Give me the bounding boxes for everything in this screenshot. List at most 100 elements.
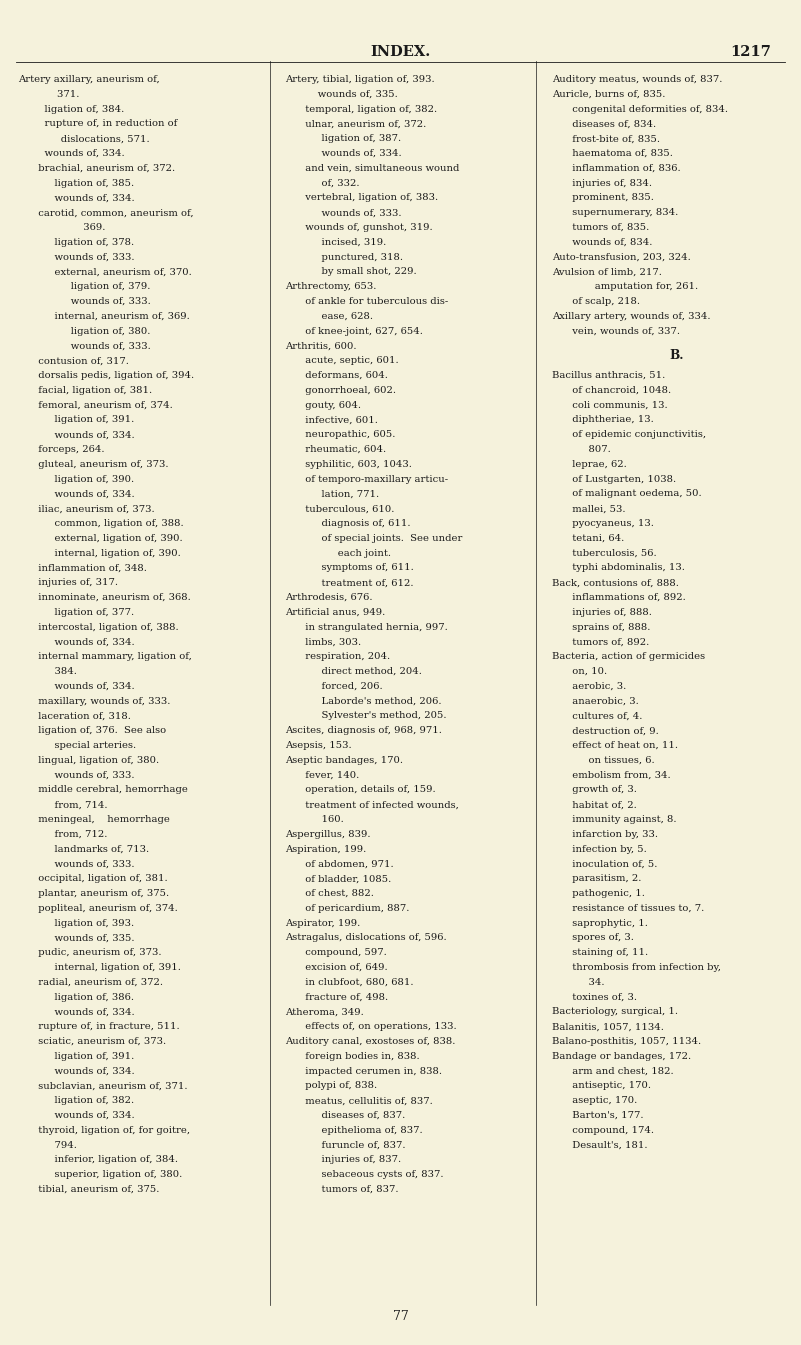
Text: aseptic, 170.: aseptic, 170. xyxy=(566,1096,638,1106)
Text: tumors of, 835.: tumors of, 835. xyxy=(566,223,650,231)
Text: from, 712.: from, 712. xyxy=(42,830,107,839)
Text: on tissues, 6.: on tissues, 6. xyxy=(576,756,654,765)
Text: Bacteriology, surgical, 1.: Bacteriology, surgical, 1. xyxy=(552,1007,678,1017)
Text: forceps, 264.: forceps, 264. xyxy=(32,445,104,455)
Text: subclavian, aneurism of, 371.: subclavian, aneurism of, 371. xyxy=(32,1081,187,1091)
Text: deformans, 604.: deformans, 604. xyxy=(299,371,388,381)
Text: frost-bite of, 835.: frost-bite of, 835. xyxy=(566,134,660,143)
Text: wounds of, 834.: wounds of, 834. xyxy=(566,238,652,246)
Text: maxillary, wounds of, 333.: maxillary, wounds of, 333. xyxy=(32,697,171,706)
Text: Auto-transfusion, 203, 324.: Auto-transfusion, 203, 324. xyxy=(552,253,690,261)
Text: habitat of, 2.: habitat of, 2. xyxy=(566,800,637,810)
Text: coli communis, 13.: coli communis, 13. xyxy=(566,401,667,410)
Text: by small shot, 229.: by small shot, 229. xyxy=(309,268,417,277)
Text: neuropathic, 605.: neuropathic, 605. xyxy=(299,430,396,440)
Text: diseases of, 834.: diseases of, 834. xyxy=(566,120,656,128)
Text: treatment of, 612.: treatment of, 612. xyxy=(309,578,413,588)
Text: inflammation of, 348.: inflammation of, 348. xyxy=(32,564,147,573)
Text: pathogenic, 1.: pathogenic, 1. xyxy=(566,889,645,898)
Text: ligation of, 391.: ligation of, 391. xyxy=(42,416,135,425)
Text: thyroid, ligation of, for goitre,: thyroid, ligation of, for goitre, xyxy=(32,1126,190,1135)
Text: tuberculous, 610.: tuberculous, 610. xyxy=(299,504,394,514)
Text: ligation of, 379.: ligation of, 379. xyxy=(52,282,151,292)
Text: of chest, 882.: of chest, 882. xyxy=(299,889,374,898)
Text: diphtheriae, 13.: diphtheriae, 13. xyxy=(566,416,654,425)
Text: wounds of, 333.: wounds of, 333. xyxy=(42,859,135,869)
Text: common, ligation of, 388.: common, ligation of, 388. xyxy=(42,519,183,529)
Text: Astragalus, dislocations of, 596.: Astragalus, dislocations of, 596. xyxy=(285,933,447,943)
Text: carotid, common, aneurism of,: carotid, common, aneurism of, xyxy=(32,208,194,217)
Text: sprains of, 888.: sprains of, 888. xyxy=(566,623,650,632)
Text: Bandage or bandages, 172.: Bandage or bandages, 172. xyxy=(552,1052,691,1061)
Text: in clubfoot, 680, 681.: in clubfoot, 680, 681. xyxy=(299,978,413,987)
Text: limbs, 303.: limbs, 303. xyxy=(299,638,361,647)
Text: antiseptic, 170.: antiseptic, 170. xyxy=(566,1081,651,1091)
Text: femoral, aneurism of, 374.: femoral, aneurism of, 374. xyxy=(32,401,173,410)
Text: 1217: 1217 xyxy=(731,44,771,59)
Text: internal, aneurism of, 369.: internal, aneurism of, 369. xyxy=(42,312,190,321)
Text: from, 714.: from, 714. xyxy=(42,800,107,810)
Text: ligation of, 391.: ligation of, 391. xyxy=(42,1052,135,1061)
Text: impacted cerumen in, 838.: impacted cerumen in, 838. xyxy=(299,1067,442,1076)
Text: thrombosis from infection by,: thrombosis from infection by, xyxy=(566,963,721,972)
Text: and vein, simultaneous wound: and vein, simultaneous wound xyxy=(299,164,460,172)
Text: infarction by, 33.: infarction by, 33. xyxy=(566,830,658,839)
Text: wounds of, 334.: wounds of, 334. xyxy=(42,490,135,499)
Text: Artificial anus, 949.: Artificial anus, 949. xyxy=(285,608,385,617)
Text: immunity against, 8.: immunity against, 8. xyxy=(566,815,677,824)
Text: typhi abdominalis, 13.: typhi abdominalis, 13. xyxy=(566,564,685,573)
Text: ligation of, 387.: ligation of, 387. xyxy=(309,134,401,143)
Text: vertebral, ligation of, 383.: vertebral, ligation of, 383. xyxy=(299,194,438,202)
Text: wounds of, 334.: wounds of, 334. xyxy=(42,638,135,647)
Text: wounds of, 334.: wounds of, 334. xyxy=(42,1111,135,1120)
Text: amputation for, 261.: amputation for, 261. xyxy=(576,282,698,292)
Text: arm and chest, 182.: arm and chest, 182. xyxy=(566,1067,674,1076)
Text: innominate, aneurism of, 368.: innominate, aneurism of, 368. xyxy=(32,593,191,603)
Text: 77: 77 xyxy=(392,1310,409,1323)
Text: punctured, 318.: punctured, 318. xyxy=(309,253,403,261)
Text: dislocations, 571.: dislocations, 571. xyxy=(42,134,150,143)
Text: Arthrodesis, 676.: Arthrodesis, 676. xyxy=(285,593,372,603)
Text: ligation of, 390.: ligation of, 390. xyxy=(42,475,134,484)
Text: Auditory meatus, wounds of, 837.: Auditory meatus, wounds of, 837. xyxy=(552,75,723,83)
Text: treatment of infected wounds,: treatment of infected wounds, xyxy=(299,800,459,810)
Text: injuries of, 837.: injuries of, 837. xyxy=(309,1155,401,1165)
Text: meatus, cellulitis of, 837.: meatus, cellulitis of, 837. xyxy=(299,1096,433,1106)
Text: ligation of, 380.: ligation of, 380. xyxy=(52,327,151,336)
Text: 384.: 384. xyxy=(42,667,77,677)
Text: injuries of, 834.: injuries of, 834. xyxy=(566,179,652,187)
Text: resistance of tissues to, 7.: resistance of tissues to, 7. xyxy=(566,904,704,913)
Text: wounds of, 334.: wounds of, 334. xyxy=(42,1067,135,1076)
Text: compound, 597.: compound, 597. xyxy=(299,948,387,958)
Text: Aspiration, 199.: Aspiration, 199. xyxy=(285,845,366,854)
Text: symptoms of, 611.: symptoms of, 611. xyxy=(309,564,414,573)
Text: tuberculosis, 56.: tuberculosis, 56. xyxy=(566,549,657,558)
Text: infective, 601.: infective, 601. xyxy=(299,416,378,425)
Text: 794.: 794. xyxy=(42,1141,77,1150)
Text: landmarks of, 713.: landmarks of, 713. xyxy=(42,845,149,854)
Text: effects of, on operations, 133.: effects of, on operations, 133. xyxy=(299,1022,457,1032)
Text: polypi of, 838.: polypi of, 838. xyxy=(299,1081,377,1091)
Text: acute, septic, 601.: acute, septic, 601. xyxy=(299,356,399,366)
Text: direct method, 204.: direct method, 204. xyxy=(309,667,422,677)
Text: excision of, 649.: excision of, 649. xyxy=(299,963,388,972)
Text: internal, ligation of, 391.: internal, ligation of, 391. xyxy=(42,963,181,972)
Text: inflammation of, 836.: inflammation of, 836. xyxy=(566,164,681,172)
Text: gluteal, aneurism of, 373.: gluteal, aneurism of, 373. xyxy=(32,460,168,469)
Text: 371.: 371. xyxy=(32,90,79,98)
Text: wounds of, 333.: wounds of, 333. xyxy=(42,253,135,261)
Text: of chancroid, 1048.: of chancroid, 1048. xyxy=(566,386,671,395)
Text: pyocyaneus, 13.: pyocyaneus, 13. xyxy=(566,519,654,529)
Text: fever, 140.: fever, 140. xyxy=(299,771,360,780)
Text: Avulsion of limb, 217.: Avulsion of limb, 217. xyxy=(552,268,662,277)
Text: ligation of, 378.: ligation of, 378. xyxy=(42,238,134,246)
Text: vein, wounds of, 337.: vein, wounds of, 337. xyxy=(566,327,680,336)
Text: wounds of, 333.: wounds of, 333. xyxy=(52,342,151,351)
Text: Barton's, 177.: Barton's, 177. xyxy=(566,1111,643,1120)
Text: Auricle, burns of, 835.: Auricle, burns of, 835. xyxy=(552,90,666,98)
Text: toxines of, 3.: toxines of, 3. xyxy=(566,993,637,1002)
Text: contusion of, 317.: contusion of, 317. xyxy=(32,356,129,366)
Text: Arthritis, 600.: Arthritis, 600. xyxy=(285,342,356,351)
Text: on, 10.: on, 10. xyxy=(566,667,607,677)
Text: each joint.: each joint. xyxy=(319,549,391,558)
